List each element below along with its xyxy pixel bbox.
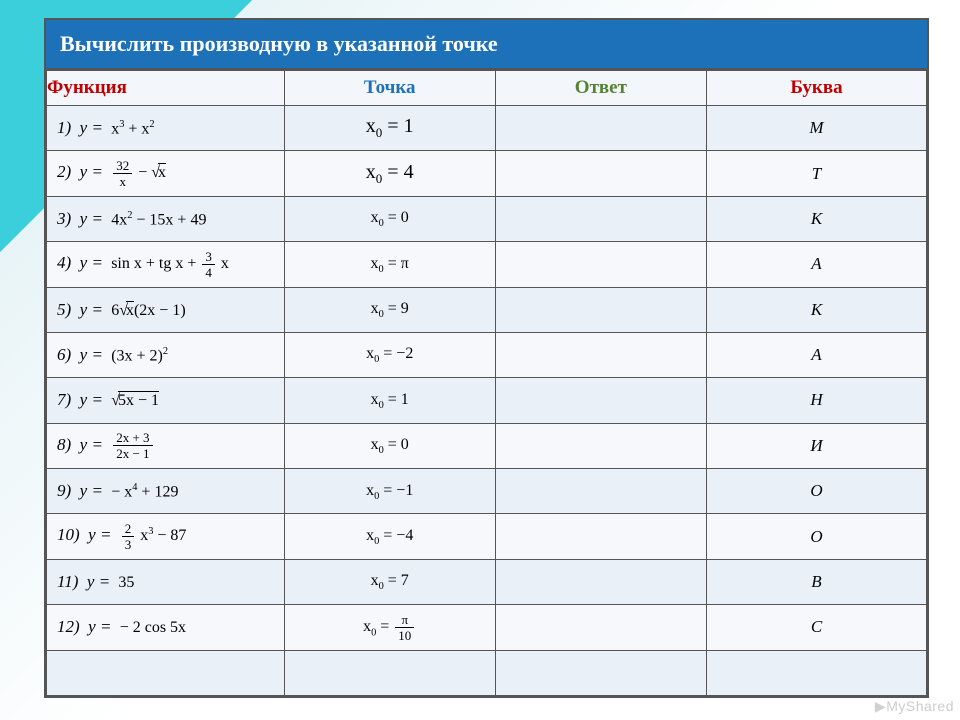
slide: Вычислить производную в указанной точке … xyxy=(44,18,929,698)
cell-function: 6) у = (3x + 2)2 xyxy=(47,332,285,377)
cell-function: 4) у = sin x + tg x + 34 x xyxy=(47,242,285,287)
cell-letter xyxy=(706,650,926,696)
cell-point: x0 = 7 xyxy=(284,559,495,604)
table-row: 5) у = 6√x(2x − 1)x0 = 9 К xyxy=(47,287,927,332)
cell-point xyxy=(284,650,495,696)
cell-letter: А xyxy=(706,332,926,377)
table-row: 3) у = 4x2 − 15x + 49x0 = 0 К xyxy=(47,196,927,241)
table-row: 8) у = 2x + 32x − 1x0 = 0 И xyxy=(47,423,927,468)
cell-letter: М xyxy=(706,106,926,151)
cell-answer xyxy=(495,378,706,423)
col-answer: Ответ xyxy=(495,71,706,106)
cell-answer xyxy=(495,196,706,241)
cell-answer xyxy=(495,106,706,151)
cell-point: x0 = π xyxy=(284,242,495,287)
cell-answer xyxy=(495,650,706,696)
cell-point: x0 = −2 xyxy=(284,332,495,377)
cell-function: 12) у = − 2 cos 5x xyxy=(47,605,285,650)
table-row: 2) у = 32x − √xx0 = 4 Т xyxy=(47,151,927,196)
cell-answer xyxy=(495,242,706,287)
watermark: ▶MyShared xyxy=(875,698,954,715)
table-row: 4) у = sin x + tg x + 34 xx0 = π А xyxy=(47,242,927,287)
table-header-row: Функция Точка Ответ Буква xyxy=(47,71,927,106)
cell-function: 3) у = 4x2 − 15x + 49 xyxy=(47,196,285,241)
cell-point: x0 = 9 xyxy=(284,287,495,332)
cell-point: x0 = π10 xyxy=(284,605,495,650)
cell-function: 7) у = √5x − 1 xyxy=(47,378,285,423)
cell-letter: Т xyxy=(706,151,926,196)
cell-letter: А xyxy=(706,242,926,287)
derivative-table: Функция Точка Ответ Буква 1) у = x3 + x2… xyxy=(46,70,927,696)
cell-function xyxy=(47,650,285,696)
cell-function: 2) у = 32x − √x xyxy=(47,151,285,196)
cell-letter: О xyxy=(706,514,926,559)
col-point: Точка xyxy=(284,71,495,106)
cell-answer xyxy=(495,151,706,196)
cell-point: x0 = 0 xyxy=(284,196,495,241)
cell-point: x0 = 4 xyxy=(284,151,495,196)
cell-point: x0 = 1 xyxy=(284,106,495,151)
cell-letter: В xyxy=(706,559,926,604)
cell-point: x0 = 0 xyxy=(284,423,495,468)
cell-letter: С xyxy=(706,605,926,650)
cell-letter: К xyxy=(706,287,926,332)
cell-function: 1) у = x3 + x2 xyxy=(47,106,285,151)
table-row: 6) у = (3x + 2)2x0 = −2 А xyxy=(47,332,927,377)
cell-function: 10) у = 23 x3 − 87 xyxy=(47,514,285,559)
table-row: 11) у = 35x0 = 7 В xyxy=(47,559,927,604)
cell-point: x0 = 1 xyxy=(284,378,495,423)
cell-answer xyxy=(495,469,706,514)
cell-answer xyxy=(495,423,706,468)
cell-function: 8) у = 2x + 32x − 1 xyxy=(47,423,285,468)
col-letter: Буква xyxy=(706,71,926,106)
cell-letter: О xyxy=(706,469,926,514)
cell-point: x0 = −1 xyxy=(284,469,495,514)
table-row: 10) у = 23 x3 − 87x0 = −4 О xyxy=(47,514,927,559)
table-row: 12) у = − 2 cos 5xx0 = π10 С xyxy=(47,605,927,650)
cell-function: 11) у = 35 xyxy=(47,559,285,604)
cell-answer xyxy=(495,559,706,604)
cell-answer xyxy=(495,332,706,377)
col-function: Функция xyxy=(47,71,285,106)
cell-answer xyxy=(495,514,706,559)
cell-function: 9) у = − x4 + 129 xyxy=(47,469,285,514)
table-row: 9) у = − x4 + 129x0 = −1 О xyxy=(47,469,927,514)
table-row: 1) у = x3 + x2x0 = 1 М xyxy=(47,106,927,151)
cell-letter: И xyxy=(706,423,926,468)
table-row: 7) у = √5x − 1x0 = 1 Н xyxy=(47,378,927,423)
table-body: 1) у = x3 + x2x0 = 1М2) у = 32x − √xx0 =… xyxy=(47,106,927,696)
cell-point: x0 = −4 xyxy=(284,514,495,559)
table-row xyxy=(47,650,927,696)
cell-function: 5) у = 6√x(2x − 1) xyxy=(47,287,285,332)
cell-letter: К xyxy=(706,196,926,241)
cell-answer xyxy=(495,605,706,650)
cell-letter: Н xyxy=(706,378,926,423)
cell-answer xyxy=(495,287,706,332)
table-title: Вычислить производную в указанной точке xyxy=(46,20,927,70)
